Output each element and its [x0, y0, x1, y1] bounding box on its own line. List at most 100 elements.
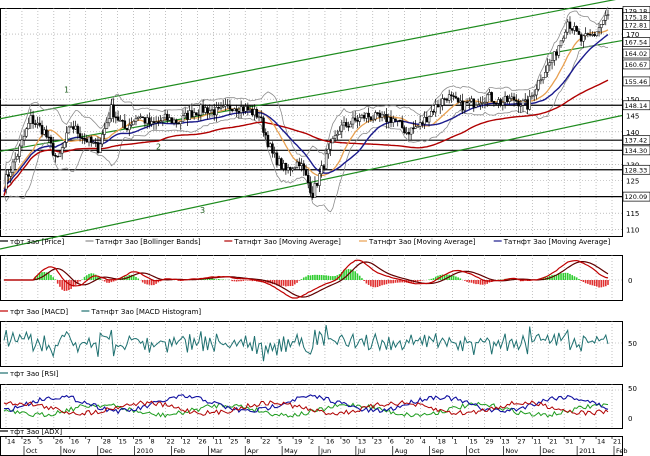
- candle-body: [96, 142, 100, 153]
- candle-body: [564, 31, 567, 39]
- candle-body: [470, 98, 473, 102]
- candle-body: [74, 125, 77, 130]
- month-label: Feb: [616, 447, 628, 455]
- candle-body: [7, 174, 10, 177]
- candle-body: [45, 129, 48, 138]
- candle-body: [501, 102, 505, 106]
- candle-body: [13, 158, 17, 163]
- legend-label: тфт Зао [RSI]: [10, 370, 59, 378]
- candle-body: [575, 26, 578, 32]
- candle-body: [376, 112, 379, 114]
- legend: тфт Зао [Price] Татнфт Зао [Bollinger Ban…: [0, 238, 610, 246]
- candle-body: [526, 99, 529, 110]
- candle-body: [69, 126, 73, 128]
- candle-body: [532, 94, 536, 97]
- candle-body: [186, 112, 189, 120]
- candle-body: [539, 79, 543, 82]
- date-tick-label: 8: [151, 438, 155, 446]
- candle-body: [391, 118, 395, 123]
- candle-body: [246, 106, 250, 111]
- month-label: May: [284, 447, 298, 455]
- candle-body: [195, 112, 198, 116]
- candle-body: [206, 107, 209, 114]
- date-tick-label: 21: [549, 438, 557, 446]
- candle-body: [416, 126, 420, 128]
- candle-body: [253, 109, 256, 116]
- candle-body: [369, 116, 373, 120]
- candle-body: [430, 111, 433, 117]
- candle-body: [121, 120, 124, 122]
- candle-body: [479, 103, 482, 105]
- level-box-label: 120.09: [625, 193, 648, 201]
- date-axis: 14 25 5 26 16 7 28 15 25 8 22 12 26 11 25 8 22 5 19 2 16 30 13…: [5, 436, 628, 456]
- price-y-tick-label: 125: [626, 178, 639, 186]
- candle-body: [432, 111, 435, 113]
- legend-label: Татнфт Зао [Moving Average]: [503, 238, 611, 246]
- candle-body: [380, 114, 384, 118]
- candle-body: [327, 148, 330, 155]
- candle-body: [568, 21, 572, 29]
- candle-body: [145, 117, 149, 124]
- candle-body: [450, 94, 453, 97]
- candle-body: [175, 119, 178, 124]
- candle-body: [119, 120, 122, 122]
- candle-body: [43, 129, 46, 135]
- candle-body: [389, 116, 393, 123]
- candle-body: [125, 128, 129, 131]
- date-tick-label: 25: [23, 438, 31, 446]
- date-tick-label: 8: [246, 438, 250, 446]
- candle-body: [168, 117, 171, 121]
- date-tick-label: 19: [294, 438, 302, 446]
- level-box: [622, 100, 650, 111]
- date-tick-label: 11: [214, 438, 222, 446]
- date-tick-label: 28: [103, 438, 111, 446]
- candle-body: [338, 130, 341, 135]
- month-label: Nov: [63, 447, 76, 455]
- candle-body: [197, 114, 200, 117]
- candle-body: [577, 30, 581, 35]
- candle-body: [588, 33, 592, 36]
- candle-body: [523, 99, 527, 101]
- candle-body: [356, 120, 359, 122]
- date-tick-label: 22: [262, 438, 270, 446]
- candle-body: [213, 109, 216, 116]
- level-box-label: 164.02: [625, 50, 648, 58]
- candle-body: [302, 163, 306, 171]
- candle-body: [159, 120, 162, 123]
- candle-body: [600, 24, 603, 28]
- macd-y-tick-label: 0: [628, 277, 632, 285]
- month-label: Feb: [174, 447, 186, 455]
- date-tick-label: 29: [485, 438, 493, 446]
- level-box: [622, 59, 650, 70]
- candle-body: [447, 94, 451, 101]
- candle-body: [503, 95, 507, 103]
- candle-body: [434, 104, 437, 113]
- candle-body: [595, 31, 599, 36]
- candle-body: [555, 51, 558, 56]
- candle-body: [101, 134, 104, 145]
- macd-signal-line: [4, 261, 609, 298]
- legend: тфт Зао [RSI]: [0, 370, 59, 378]
- date-tick-label: 13: [358, 438, 366, 446]
- level-box-label: 148.14: [625, 102, 648, 110]
- candle-body: [4, 174, 8, 190]
- level-box-label: 160.67: [625, 61, 648, 69]
- month-label: Oct: [26, 447, 38, 455]
- candle-body: [210, 109, 214, 111]
- candle-body: [22, 135, 26, 141]
- level-box-label: 134.30: [625, 147, 648, 155]
- level-box-label: 128.33: [625, 166, 648, 174]
- candle-body: [67, 126, 71, 134]
- macd-line: [4, 259, 609, 299]
- level-box-label: 155.46: [625, 78, 648, 86]
- candle-body: [141, 116, 144, 119]
- candle-body: [322, 165, 326, 169]
- candle-body: [130, 124, 133, 126]
- candle-body: [358, 117, 361, 122]
- candle-body: [517, 100, 520, 107]
- candle-body: [405, 132, 408, 134]
- candle-body: [228, 104, 232, 110]
- candle-body: [271, 143, 274, 154]
- candle-body: [148, 117, 151, 125]
